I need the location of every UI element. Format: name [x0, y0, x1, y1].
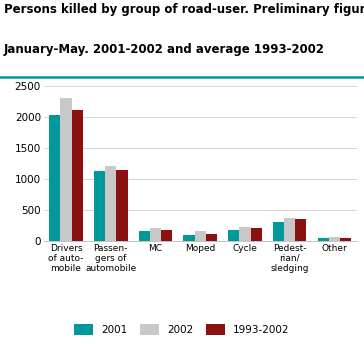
Bar [139, 231, 150, 241]
Bar [206, 234, 217, 241]
Text: January-May. 2001-2002 and average 1993-2002: January-May. 2001-2002 and average 1993-… [4, 43, 325, 56]
Bar [116, 170, 127, 241]
Bar [183, 235, 195, 241]
Bar [284, 218, 295, 241]
Bar [240, 227, 250, 241]
Bar [273, 222, 284, 241]
Bar [49, 115, 60, 241]
Bar [195, 231, 206, 241]
Text: Persons killed by group of road-user. Preliminary figures.: Persons killed by group of road-user. Pr… [4, 3, 364, 17]
Bar [72, 110, 83, 241]
Bar [150, 228, 161, 241]
Bar [105, 165, 116, 241]
Bar [161, 230, 172, 241]
Bar [317, 238, 329, 241]
Bar [94, 171, 105, 241]
Bar [250, 228, 262, 241]
Bar [60, 98, 72, 241]
Bar [340, 238, 351, 241]
Bar [295, 219, 306, 241]
Bar [329, 237, 340, 241]
Bar [228, 230, 240, 241]
Legend: 2001, 2002, 1993-2002: 2001, 2002, 1993-2002 [74, 324, 290, 335]
